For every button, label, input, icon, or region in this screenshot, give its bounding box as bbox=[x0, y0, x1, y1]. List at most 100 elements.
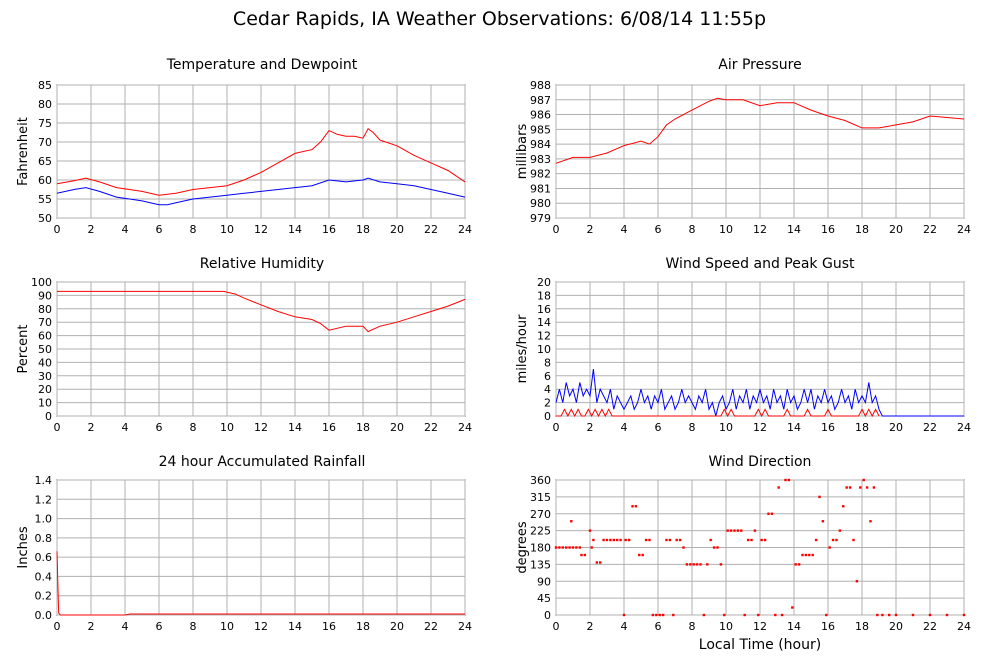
x-axis-label: Local Time (hour) bbox=[699, 637, 821, 653]
x-tick-label: 0 bbox=[553, 620, 560, 633]
data-point bbox=[568, 546, 571, 549]
x-tick-label: 12 bbox=[753, 620, 767, 633]
y-tick-label: 0 bbox=[544, 410, 551, 423]
y-tick-label: 20 bbox=[38, 383, 52, 396]
data-point bbox=[945, 613, 949, 617]
x-tick-label: 20 bbox=[390, 421, 404, 434]
y-tick-label: 225 bbox=[530, 525, 551, 538]
data-point bbox=[743, 613, 746, 617]
y-tick-label: 1.0 bbox=[35, 513, 53, 526]
data-point bbox=[733, 529, 736, 532]
x-tick-label: 20 bbox=[889, 223, 903, 236]
x-tick-label: 2 bbox=[88, 421, 95, 434]
data-point bbox=[592, 538, 595, 542]
y-axis-label: Percent bbox=[16, 325, 31, 374]
data-point bbox=[865, 486, 869, 489]
series-line bbox=[555, 369, 964, 417]
data-point bbox=[787, 478, 791, 482]
x-tick-label: 16 bbox=[821, 620, 835, 633]
x-tick-label: 8 bbox=[689, 421, 696, 434]
y-tick-label: 0.4 bbox=[35, 570, 53, 583]
data-point bbox=[767, 512, 770, 515]
y-tick-label: 65 bbox=[38, 155, 52, 168]
y-axis-label: Fahrenheit bbox=[16, 117, 31, 186]
chart-title: Relative Humidity bbox=[200, 256, 324, 272]
series-line bbox=[555, 97, 965, 164]
chart-title: Air Pressure bbox=[718, 57, 801, 73]
y-tick-label: 16 bbox=[537, 303, 551, 316]
y-tick-label: 75 bbox=[38, 117, 52, 130]
x-tick-label: 18 bbox=[855, 421, 869, 434]
y-tick-label: 60 bbox=[38, 330, 52, 343]
x-tick-label: 8 bbox=[689, 620, 696, 633]
y-tick-label: 0.0 bbox=[35, 609, 53, 622]
x-tick-label: 10 bbox=[220, 421, 234, 434]
data-point bbox=[808, 553, 811, 557]
data-point bbox=[609, 538, 612, 542]
y-tick-label: 0 bbox=[544, 609, 551, 622]
x-tick-label: 8 bbox=[190, 620, 197, 633]
x-tick-label: 4 bbox=[122, 223, 129, 236]
data-point bbox=[590, 546, 593, 549]
x-tick-label: 24 bbox=[957, 620, 971, 633]
chart-title: 24 hour Accumulated Rainfall bbox=[159, 454, 366, 470]
data-point bbox=[716, 546, 719, 549]
data-point bbox=[888, 613, 891, 617]
series-line bbox=[57, 290, 466, 333]
x-tick-label: 8 bbox=[190, 223, 197, 236]
y-tick-label: 8 bbox=[544, 356, 551, 369]
data-point bbox=[706, 563, 709, 566]
x-tick-label: 14 bbox=[787, 223, 801, 236]
y-tick-label: 55 bbox=[38, 193, 52, 206]
y-tick-label: 1.2 bbox=[35, 493, 53, 506]
y-tick-label: 986 bbox=[530, 109, 551, 122]
series-line bbox=[56, 127, 466, 196]
x-tick-label: 14 bbox=[288, 223, 302, 236]
data-point bbox=[723, 613, 726, 617]
y-axis-label: miles/hour bbox=[515, 314, 530, 383]
x-tick-label: 20 bbox=[889, 620, 903, 633]
data-point bbox=[558, 546, 561, 549]
x-tick-label: 12 bbox=[254, 223, 268, 236]
data-point bbox=[672, 613, 675, 617]
data-point bbox=[842, 505, 845, 508]
data-point bbox=[736, 529, 740, 532]
x-tick-label: 20 bbox=[390, 620, 404, 633]
data-point bbox=[605, 538, 609, 542]
x-tick-label: 10 bbox=[220, 620, 234, 633]
x-tick-label: 24 bbox=[458, 223, 472, 236]
y-tick-label: 90 bbox=[38, 289, 52, 302]
x-tick-label: 14 bbox=[288, 421, 302, 434]
y-tick-label: 135 bbox=[530, 558, 551, 571]
data-point bbox=[881, 613, 884, 617]
data-point bbox=[780, 613, 784, 617]
x-tick-label: 22 bbox=[424, 620, 438, 633]
y-tick-label: 50 bbox=[38, 212, 52, 225]
data-point bbox=[801, 553, 804, 557]
x-tick-label: 22 bbox=[424, 421, 438, 434]
x-tick-label: 16 bbox=[322, 223, 336, 236]
x-tick-label: 10 bbox=[220, 223, 234, 236]
data-point bbox=[750, 538, 753, 542]
x-tick-label: 18 bbox=[356, 421, 370, 434]
x-tick-label: 18 bbox=[855, 620, 869, 633]
x-tick-label: 6 bbox=[156, 421, 163, 434]
data-point bbox=[729, 529, 733, 532]
x-tick-label: 20 bbox=[390, 223, 404, 236]
x-tick-label: 6 bbox=[156, 620, 163, 633]
data-point bbox=[869, 520, 872, 523]
data-point bbox=[855, 580, 859, 583]
data-point bbox=[588, 529, 592, 532]
x-tick-label: 18 bbox=[356, 620, 370, 633]
data-point bbox=[797, 563, 801, 566]
x-tick-label: 18 bbox=[356, 223, 370, 236]
chart-title: Wind Speed and Peak Gust bbox=[666, 256, 855, 272]
y-tick-label: 983 bbox=[530, 153, 551, 166]
data-point bbox=[770, 512, 774, 515]
y-tick-label: 4 bbox=[544, 383, 551, 396]
y-tick-label: 180 bbox=[530, 542, 551, 555]
data-point bbox=[571, 546, 575, 549]
